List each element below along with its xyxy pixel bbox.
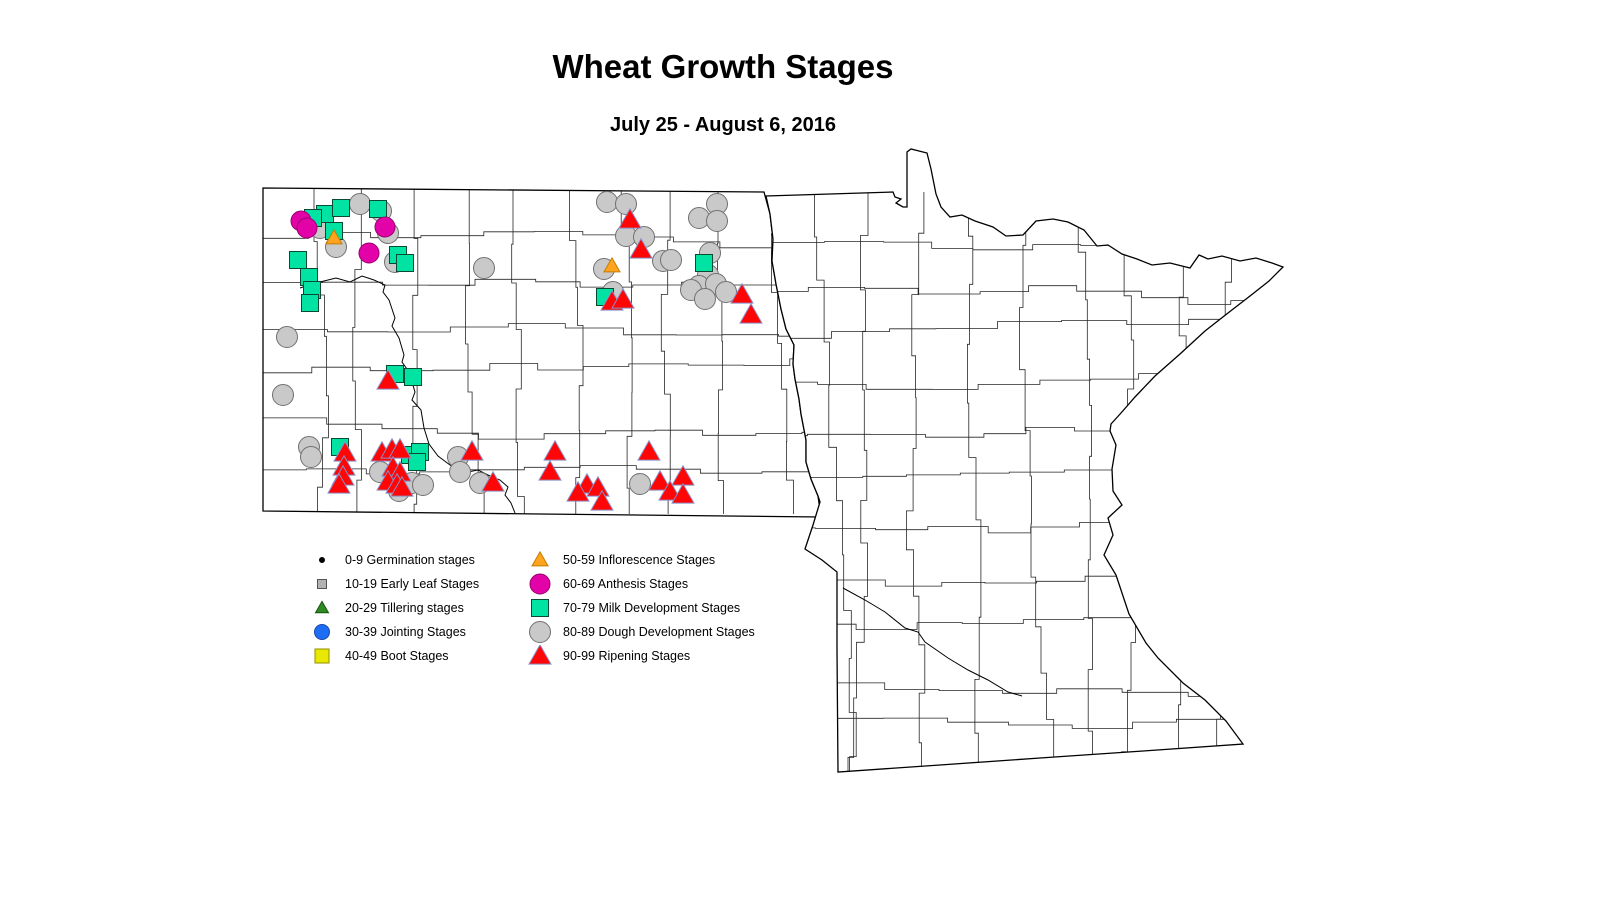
chart-title: Wheat Growth Stages	[552, 48, 894, 85]
minnesota-river-line	[842, 587, 1023, 697]
map-marker-dough	[473, 257, 495, 279]
map-marker-dough	[688, 207, 710, 229]
map-marker-dough	[276, 326, 298, 348]
map-marker-ripening	[648, 469, 672, 491]
map-marker-anthesis	[358, 242, 380, 264]
map-marker-ripening	[481, 470, 505, 492]
map-marker-ripening	[637, 439, 661, 461]
map-marker-ripening	[376, 368, 400, 390]
map-marker-ripening	[388, 437, 412, 459]
map-marker-milk	[408, 453, 426, 471]
map-marker-anthesis	[296, 217, 318, 239]
map-marker-dough	[715, 281, 737, 303]
county-boundary-lines	[263, 188, 820, 514]
chart-subtitle: July 25 - August 6, 2016	[609, 114, 837, 136]
map-marker-milk	[695, 254, 713, 272]
map-marker-dough	[660, 249, 682, 271]
map-marker-dough	[300, 446, 322, 468]
map-marker-milk	[396, 254, 414, 272]
map-marker-dough	[706, 210, 728, 232]
map-marker-ripening	[390, 475, 414, 497]
map-marker-ripening	[671, 482, 695, 504]
map-marker-dough	[349, 193, 371, 215]
map-marker-ripening	[739, 302, 763, 324]
marker-layer	[272, 191, 763, 511]
map-marker-dough	[596, 191, 618, 213]
map-marker-milk	[289, 251, 307, 269]
map-marker-dough	[694, 288, 716, 310]
map-marker-ripening	[566, 480, 590, 502]
map-marker-ripening	[543, 439, 567, 461]
map-marker-dough	[272, 384, 294, 406]
county-lines-north-dakota	[263, 188, 820, 514]
map-marker-milk	[332, 199, 350, 217]
map-marker-inflorescence	[325, 228, 343, 245]
map-marker-dough	[412, 474, 434, 496]
map-marker-dough	[615, 193, 637, 215]
map-marker-ripening	[730, 282, 754, 304]
state-outline-minnesota	[765, 148, 1285, 773]
map-marker-ripening	[538, 459, 562, 481]
map-marker-milk	[301, 294, 319, 312]
map-marker-ripening	[590, 489, 614, 511]
map-marker-ripening	[629, 237, 653, 259]
map-marker-dough	[449, 461, 471, 483]
map-marker-ripening	[586, 475, 610, 497]
map-marker-ripening	[327, 472, 351, 494]
map-marker-ripening	[460, 439, 484, 461]
map-marker-dough	[629, 473, 651, 495]
map-marker-anthesis	[374, 216, 396, 238]
map-marker-ripening	[618, 207, 642, 229]
map-marker-ripening	[611, 287, 635, 309]
map-marker-milk	[404, 368, 422, 386]
map-marker-ripening	[658, 479, 682, 501]
map-marker-milk	[369, 200, 387, 218]
map-marker-inflorescence	[603, 256, 621, 273]
